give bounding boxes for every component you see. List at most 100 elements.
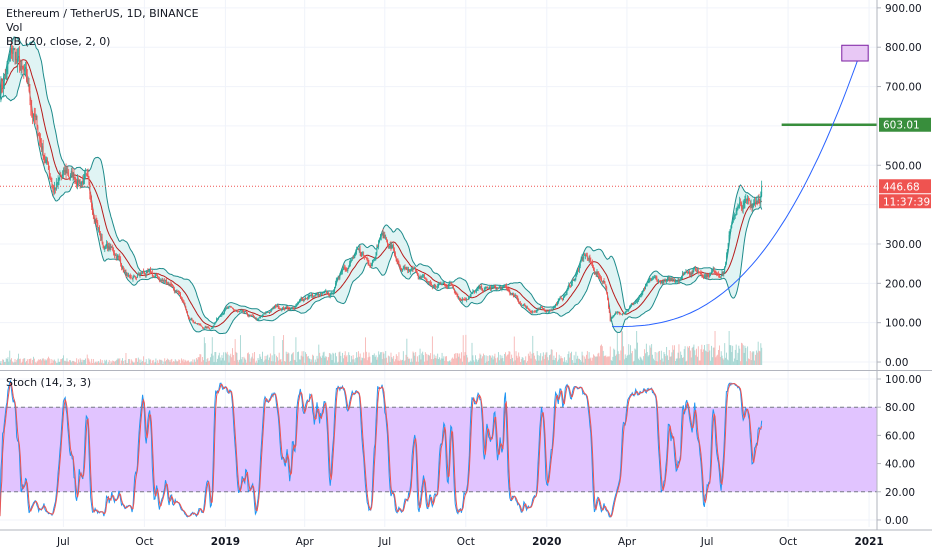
volume-bar xyxy=(347,362,349,365)
volume-bar xyxy=(337,361,339,365)
candle-body xyxy=(624,312,626,314)
bb-legend[interactable]: BB (20, close, 2, 0) xyxy=(6,35,111,48)
candle-body xyxy=(7,62,9,65)
candle-body xyxy=(615,312,616,315)
candle-body xyxy=(363,254,365,256)
candle-body xyxy=(320,293,322,295)
volume-bar xyxy=(543,359,545,365)
volume-bar xyxy=(650,347,652,365)
volume-bar xyxy=(146,363,148,365)
candle-body xyxy=(742,204,744,210)
candle-body xyxy=(31,107,33,112)
candle-body xyxy=(508,289,510,292)
volume-bar xyxy=(160,359,162,365)
candle-body xyxy=(379,237,381,240)
candle-body xyxy=(579,261,581,266)
candle-body xyxy=(228,306,230,308)
volume-bar xyxy=(213,362,215,365)
main-legend: Ethereum / TetherUS, 1D, BINANCE Vol BB … xyxy=(6,7,199,49)
volume-bar xyxy=(284,361,286,365)
candle-body xyxy=(416,270,417,274)
volume-bar xyxy=(136,361,138,365)
volume-bar xyxy=(90,363,92,365)
volume-bar xyxy=(719,356,721,365)
volume-bar xyxy=(642,360,644,365)
candle-body xyxy=(370,265,372,267)
candle-body xyxy=(615,312,617,314)
symbol-title[interactable]: Ethereum / TetherUS, 1D, BINANCE xyxy=(6,7,199,20)
volume-bar xyxy=(443,356,445,365)
volume-bar xyxy=(708,343,710,365)
volume-bar xyxy=(367,357,369,365)
volume-bar xyxy=(25,362,27,365)
candle-body xyxy=(173,288,175,292)
volume-bar xyxy=(91,358,93,365)
candle-body xyxy=(139,274,141,276)
volume-bar xyxy=(372,355,374,365)
volume-bar xyxy=(338,352,340,365)
volume-bar xyxy=(498,360,500,365)
volume-bar xyxy=(371,362,373,365)
volume-bar xyxy=(61,359,63,365)
volume-bar xyxy=(11,361,13,365)
candle-body xyxy=(406,268,408,270)
volume-bar xyxy=(757,341,759,365)
candle-body xyxy=(367,260,369,264)
candle-body xyxy=(517,297,519,300)
volume-bar xyxy=(79,358,81,365)
volume-bar xyxy=(64,360,66,365)
candle-body xyxy=(593,267,594,271)
candle-body xyxy=(229,306,231,308)
volume-bar xyxy=(744,345,746,365)
candle-body xyxy=(489,287,491,289)
candle-body xyxy=(564,294,566,296)
candle-body xyxy=(292,307,294,309)
candle-body xyxy=(151,272,153,276)
volume-bar xyxy=(285,351,287,365)
candle-body xyxy=(325,290,327,292)
candle-body xyxy=(540,307,542,309)
volume-bar xyxy=(232,348,233,365)
candle-body xyxy=(57,179,59,184)
volume-bar xyxy=(54,359,56,365)
candle-body xyxy=(177,291,179,293)
candle-body xyxy=(22,66,24,69)
candle-body xyxy=(145,272,147,276)
volume-bar xyxy=(518,352,520,365)
stoch-legend[interactable]: Stoch (14, 3, 3) xyxy=(6,376,92,389)
volume-bar xyxy=(500,358,502,365)
candle-body xyxy=(515,294,517,297)
volume-bar xyxy=(442,358,444,365)
candle-body xyxy=(142,271,144,274)
candle-body xyxy=(69,174,71,179)
volume-bar xyxy=(387,355,389,365)
volume-legend[interactable]: Vol xyxy=(6,21,23,34)
candle-body xyxy=(626,310,628,312)
candle-body xyxy=(188,317,190,320)
volume-bar xyxy=(724,343,726,365)
candle-body xyxy=(241,310,243,311)
volume-bar xyxy=(6,359,8,365)
volume-bar xyxy=(512,361,514,365)
candle-body xyxy=(62,174,63,177)
candle-body xyxy=(171,284,173,287)
candle-body xyxy=(319,294,321,295)
candle-body xyxy=(496,288,498,290)
drawings[interactable] xyxy=(0,44,877,328)
candle-body xyxy=(553,307,555,308)
candle-body xyxy=(362,254,364,256)
candle-body xyxy=(649,278,651,281)
volume-bar xyxy=(380,352,382,365)
volume-bar xyxy=(722,358,724,365)
candle-body xyxy=(386,238,387,241)
volume-bar xyxy=(92,362,93,365)
candle-body xyxy=(5,71,7,79)
volume-bar xyxy=(279,359,281,365)
volume-bar xyxy=(51,362,53,365)
volume-bar xyxy=(62,355,64,365)
volume-bar xyxy=(193,362,195,365)
volume-bar xyxy=(706,344,708,365)
candle-body xyxy=(131,277,133,280)
volume-bar xyxy=(638,360,640,365)
